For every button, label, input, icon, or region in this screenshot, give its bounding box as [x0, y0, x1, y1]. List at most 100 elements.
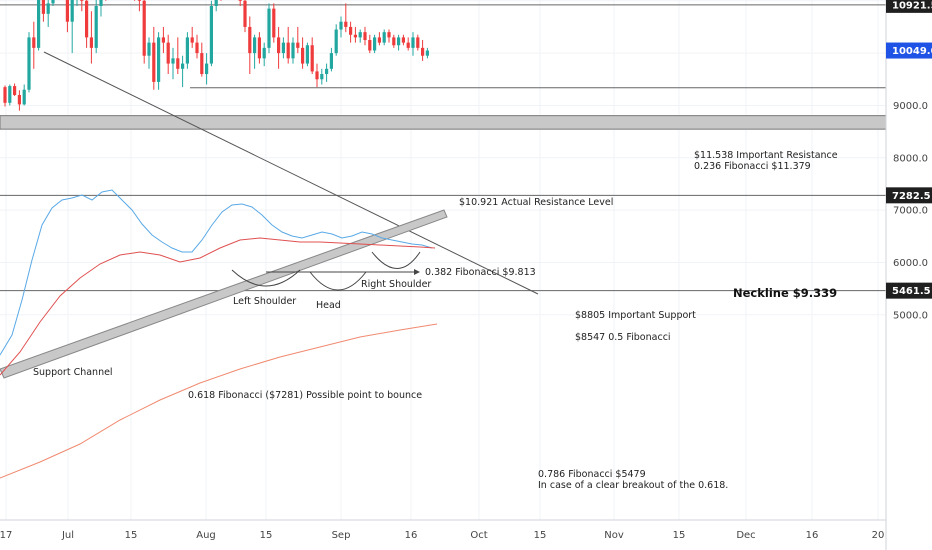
- head-arc: [309, 271, 367, 291]
- candle-body: [257, 37, 261, 59]
- candle-body: [277, 37, 281, 54]
- candle-body: [363, 32, 367, 41]
- price-badge: [886, 42, 932, 59]
- candle-body: [17, 94, 21, 105]
- candle-body: [185, 37, 189, 64]
- price-badges: 10921.5 10049.0 7282.5 5461.5: [886, 0, 932, 299]
- annotation-label: 0.236 Fibonacci $11.379: [694, 161, 811, 172]
- candle-body: [401, 37, 405, 43]
- x-tick-label: 16: [806, 530, 819, 541]
- candle-body: [353, 34, 357, 38]
- candle-body: [315, 71, 319, 80]
- x-tick-label: Jul: [61, 530, 74, 541]
- candle-body: [142, 0, 146, 56]
- candle-body: [281, 42, 285, 54]
- candle-body: [373, 37, 377, 51]
- price-badge-label: 5461.5: [892, 286, 931, 297]
- pattern-shapes: [231, 251, 421, 291]
- horizontal-levels: [0, 4, 886, 292]
- candle-body: [262, 47, 266, 59]
- pattern-arrow: [414, 269, 420, 275]
- annotation-label: $8547 0.5 Fibonacci: [575, 332, 671, 343]
- annotation-label: 0.786 Fibonacci $5479: [538, 469, 646, 480]
- annotation-label: Neckline $9.339: [733, 286, 837, 300]
- candle-body: [41, 0, 45, 14]
- candle-body: [425, 50, 429, 56]
- candle-body: [329, 53, 333, 69]
- x-tick-label: 20: [872, 530, 885, 541]
- candle-body: [253, 37, 257, 54]
- candle-body: [32, 37, 36, 48]
- ma-slow-line: [0, 323, 438, 479]
- price-badge: [886, 0, 932, 13]
- x-tick-label: Dec: [736, 530, 755, 541]
- candle-body: [243, 0, 247, 27]
- candle-body: [291, 42, 295, 59]
- candle-body: [305, 45, 309, 64]
- price-badge: [886, 282, 932, 299]
- support-band: [0, 115, 887, 130]
- candle-body: [248, 26, 252, 54]
- candle-body: [181, 63, 185, 69]
- candle-body: [286, 42, 290, 59]
- right-shoulder-arc: [371, 251, 421, 269]
- candle-body: [310, 45, 314, 72]
- x-tick-label: 17: [0, 530, 12, 541]
- candle-body: [13, 86, 17, 95]
- annotation-label: 0.382 Fibonacci $9.813: [425, 267, 536, 278]
- candle-body: [157, 37, 161, 82]
- moving-averages: [0, 189, 438, 479]
- candle-body: [349, 26, 353, 35]
- candle-body: [51, 0, 55, 4]
- x-tick-label: 16: [405, 530, 418, 541]
- candle-body: [392, 37, 396, 46]
- candle-body: [85, 0, 89, 38]
- candle-body: [46, 3, 50, 14]
- annotation-label: Left Shoulder: [233, 296, 296, 307]
- candle-body: [80, 0, 84, 1]
- candle-body: [147, 42, 151, 56]
- x-tick-label: 15: [673, 530, 686, 541]
- x-axis-ticks[interactable]: 17 Jul 15 Aug 15 Sep 16 Oct 15 Nov 15 Dec 16 20: [0, 530, 884, 541]
- candle-body: [344, 21, 348, 27]
- y-tick-label: 5000.0: [893, 310, 928, 321]
- x-tick-label: 15: [534, 530, 547, 541]
- price-badge-label: 10921.5: [892, 0, 932, 11]
- trendlines: [0, 51, 539, 379]
- candle-body: [70, 0, 74, 22]
- candle-body: [238, 0, 242, 1]
- candle-body: [27, 37, 31, 90]
- x-tick-label: 15: [125, 530, 138, 541]
- candle-body: [205, 63, 209, 75]
- candle-body: [320, 74, 324, 80]
- ma-mid-line: [0, 237, 436, 376]
- price-badge-label: 10049.0: [892, 46, 932, 57]
- price-badge: [886, 187, 932, 204]
- candle-body: [3, 87, 7, 103]
- descending-trendline: [43, 51, 539, 295]
- annotation-label: $11.538 Important Resistance: [694, 150, 838, 161]
- x-tick-label: Nov: [604, 530, 624, 541]
- y-tick-label: 9000.0: [893, 101, 928, 112]
- candle-body: [301, 47, 305, 64]
- y-tick-label: 6000.0: [893, 258, 928, 269]
- candle-body: [421, 47, 425, 56]
- annotation-label: Head: [316, 300, 341, 311]
- candle-body: [382, 32, 386, 43]
- left-shoulder-arc: [231, 269, 301, 287]
- ma-fast-line: [0, 189, 433, 356]
- candle-body: [296, 42, 300, 48]
- candle-body: [37, 0, 41, 48]
- x-tick-label: Sep: [332, 530, 351, 541]
- candle-body: [137, 0, 141, 1]
- candlesticks: [3, 0, 429, 111]
- candle-body: [406, 42, 410, 48]
- y-tick-label: 8000.0: [893, 153, 928, 164]
- candle-body: [267, 8, 271, 48]
- annotation-label: $10.921 Actual Resistance Level: [459, 197, 613, 208]
- candle-body: [190, 37, 194, 43]
- x-tick-label: Oct: [470, 530, 487, 541]
- candle-body: [416, 37, 420, 48]
